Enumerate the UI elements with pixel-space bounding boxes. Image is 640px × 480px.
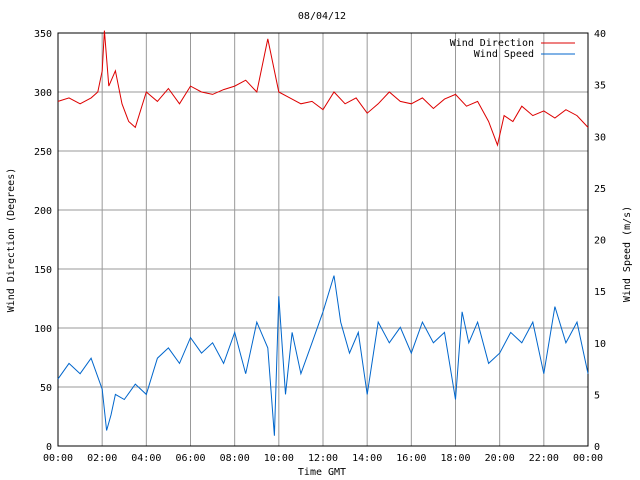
x-tick-label: 08:00 xyxy=(220,453,250,464)
right-axis: 0 5 10 15 20 25 30 35 40 xyxy=(594,29,606,453)
legend-label: Wind Direction xyxy=(450,38,534,49)
right-tick-label: 40 xyxy=(594,29,606,40)
right-tick-label: 35 xyxy=(594,81,606,92)
x-tick-label: 12:00 xyxy=(308,453,338,464)
left-axis: 0 50 100 150 200 250 300 350 xyxy=(34,29,52,453)
x-tick-label: 22:00 xyxy=(529,453,559,464)
x-tick-label: 06:00 xyxy=(175,453,205,464)
chart-title: 08/04/12 xyxy=(298,11,346,22)
right-tick-label: 30 xyxy=(594,132,606,143)
x-tick-label: 20:00 xyxy=(485,453,515,464)
legend-label: Wind Speed xyxy=(474,49,534,60)
right-axis-label: Wind Speed (m/s) xyxy=(622,206,633,302)
x-tick-label: 00:00 xyxy=(573,453,603,464)
left-tick-label: 200 xyxy=(34,206,52,217)
right-tick-label: 5 xyxy=(594,390,600,401)
x-tick-label: 16:00 xyxy=(396,453,426,464)
left-tick-label: 150 xyxy=(34,265,52,276)
right-tick-label: 0 xyxy=(594,442,600,453)
right-tick-label: 10 xyxy=(594,339,606,350)
series-line-wind-speed xyxy=(57,275,589,436)
right-tick-label: 20 xyxy=(594,236,606,247)
plot-area xyxy=(57,32,589,447)
x-tick-label: 10:00 xyxy=(264,453,294,464)
left-tick-label: 250 xyxy=(34,147,52,158)
series-line-wind-direction xyxy=(57,30,589,147)
right-tick-label: 25 xyxy=(594,184,606,195)
x-axis: 00:00 02:00 04:00 06:00 08:00 10:00 12:00 14:00… xyxy=(43,453,603,464)
left-tick-label: 50 xyxy=(40,383,52,394)
x-tick-label: 18:00 xyxy=(440,453,470,464)
left-axis-label: Wind Direction (Degrees) xyxy=(6,168,17,313)
left-tick-label: 350 xyxy=(34,29,52,40)
x-tick-label: 14:00 xyxy=(352,453,382,464)
left-tick-label: 100 xyxy=(34,324,52,335)
grid xyxy=(58,32,588,446)
right-tick-label: 15 xyxy=(594,287,606,298)
left-tick-label: 0 xyxy=(46,442,52,453)
x-tick-label: 02:00 xyxy=(87,453,117,464)
x-tick-label: 04:00 xyxy=(131,453,161,464)
x-tick-label: 00:00 xyxy=(43,453,73,464)
left-tick-label: 300 xyxy=(34,88,52,99)
x-axis-label: Time GMT xyxy=(298,467,346,478)
series-lines xyxy=(57,30,589,436)
